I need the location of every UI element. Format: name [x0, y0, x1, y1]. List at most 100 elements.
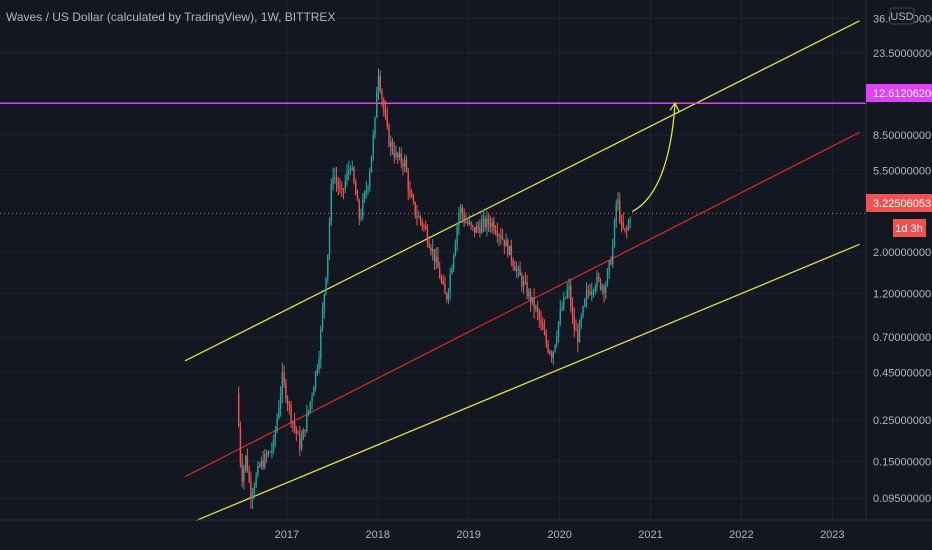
candle-body [529, 291, 532, 303]
candle-body [564, 297, 567, 299]
y-tick-label: 5.50000000 [873, 165, 931, 177]
candle-body [400, 153, 402, 163]
candle-body [617, 200, 619, 204]
candle-body [437, 256, 439, 269]
candle-body [486, 218, 488, 228]
candle-body [239, 426, 242, 463]
candle-body [271, 449, 273, 452]
candle-body [421, 221, 423, 226]
candle-body [370, 155, 373, 173]
candle-body [568, 286, 570, 290]
y-tick-label: 0.15000000 [873, 456, 931, 468]
candle-body [472, 225, 474, 228]
candle-body [330, 184, 333, 222]
candle-body [320, 329, 322, 359]
candle-body [376, 91, 378, 118]
price-axis[interactable]: 36.0000000023.500000008.500000005.500000… [873, 14, 932, 506]
candle-body [337, 182, 339, 189]
candle-body [507, 240, 509, 256]
candle-body [501, 238, 504, 240]
y-tick-label: 0.09500000 [873, 493, 931, 505]
candle-body [545, 334, 548, 344]
candle-body [615, 203, 617, 221]
candle-body [512, 260, 514, 267]
candle-body [309, 401, 312, 411]
lower-channel-line[interactable] [195, 243, 860, 522]
candle-body [456, 226, 458, 243]
last-price-badge [866, 194, 932, 212]
candle-body [594, 286, 596, 291]
candle-body [279, 394, 282, 408]
currency-badge[interactable] [889, 7, 915, 25]
level-price-badge [866, 84, 932, 102]
candle-body [571, 306, 574, 317]
candle-body [573, 316, 575, 330]
candle-body [528, 291, 530, 297]
candles [237, 68, 631, 510]
candle-body [419, 216, 422, 222]
candle-body [578, 322, 581, 343]
candle-body [459, 207, 462, 213]
candle-body [461, 207, 464, 215]
candle-body [363, 192, 366, 200]
candle-body [318, 358, 320, 370]
candle-body [255, 475, 257, 487]
candle-body [358, 200, 360, 219]
candle-body [599, 279, 602, 289]
candle-body [552, 351, 555, 358]
candle-body [250, 481, 252, 500]
candle-body [585, 290, 588, 300]
candle-body [383, 99, 385, 111]
candle-body [414, 202, 416, 216]
candle-body [258, 466, 261, 468]
candle-body [281, 372, 284, 395]
candle-body [619, 200, 621, 222]
candle-body [246, 455, 249, 472]
candle-body [465, 222, 467, 224]
overlay [632, 102, 680, 213]
candle-body [267, 451, 270, 456]
x-tick-label: 2020 [547, 529, 571, 541]
candle-body [367, 186, 369, 191]
candle-body [342, 188, 345, 190]
candle-body [381, 90, 383, 100]
y-tick-label: 0.45000000 [873, 368, 931, 380]
candle-body [306, 413, 308, 432]
mid-line-line[interactable] [184, 131, 860, 478]
candle-body [452, 255, 455, 269]
projection-arrow[interactable] [632, 103, 676, 213]
candle-body [300, 439, 303, 449]
candle-body [536, 306, 539, 312]
upper-channel-line[interactable] [184, 20, 860, 362]
x-tick-label: 2021 [638, 529, 662, 541]
candle-body [262, 460, 264, 468]
candle-body [311, 395, 313, 402]
candle-body [522, 281, 525, 287]
candle-body [533, 297, 535, 309]
candle-body [372, 134, 374, 156]
candle-body [603, 286, 605, 293]
candle-body [612, 245, 614, 265]
candle-body [402, 162, 404, 167]
candle-body [407, 171, 409, 191]
candle-body [398, 153, 401, 157]
candle-body [369, 172, 371, 187]
candle-body [348, 170, 350, 173]
y-tick-label: 0.70000000 [873, 332, 931, 344]
candle-body [591, 291, 593, 295]
candle-body [405, 159, 408, 172]
y-tick-label: 8.50000000 [873, 130, 931, 142]
candle-body [297, 433, 299, 435]
candle-body [237, 392, 240, 427]
projection-arrowhead [669, 102, 680, 112]
candle-body [445, 293, 448, 300]
candle-body [556, 336, 558, 345]
candle-body [543, 329, 546, 335]
candle-body [608, 260, 610, 271]
candle-body [393, 151, 395, 158]
time-axis[interactable]: 2017 2018 2019 2020 2021 2022 2023 [275, 529, 845, 541]
candle-body [388, 125, 390, 147]
candle-body [435, 256, 437, 262]
candle-body [575, 329, 577, 331]
